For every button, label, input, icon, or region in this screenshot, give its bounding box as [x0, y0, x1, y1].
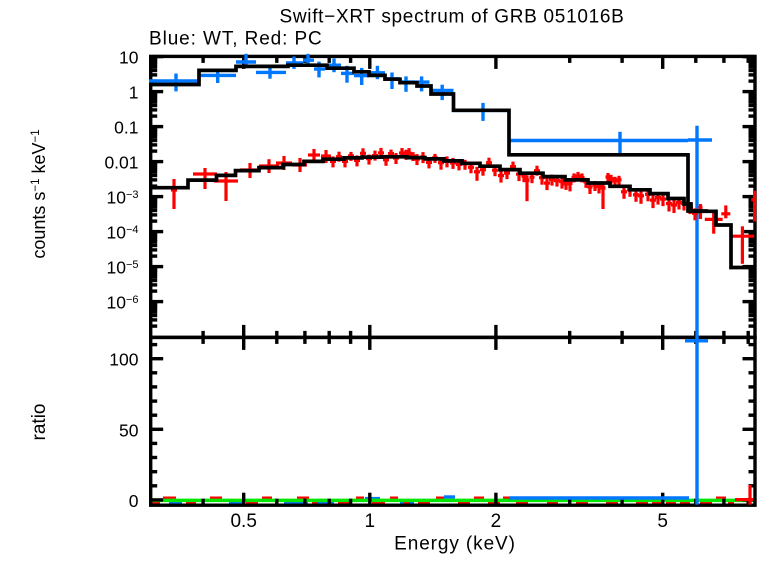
svg-text:2: 2: [491, 511, 502, 532]
svg-text:counts s−1 keV−1: counts s−1 keV−1: [29, 129, 49, 258]
svg-text:Blue: WT, Red: PC: Blue: WT, Red: PC: [149, 28, 323, 49]
svg-text:0: 0: [129, 491, 139, 511]
svg-text:100: 100: [109, 350, 138, 370]
svg-text:5: 5: [657, 511, 668, 532]
svg-text:1: 1: [365, 511, 376, 532]
svg-text:Energy (keV): Energy (keV): [394, 534, 516, 555]
svg-text:0.1: 0.1: [114, 118, 138, 138]
svg-text:50: 50: [119, 420, 139, 440]
svg-text:0.5: 0.5: [230, 511, 256, 532]
svg-text:ratio: ratio: [29, 404, 50, 441]
svg-text:Swift−XRT spectrum of GRB 0510: Swift−XRT spectrum of GRB 051016B: [279, 7, 624, 28]
svg-text:1: 1: [129, 83, 139, 103]
svg-text:0.01: 0.01: [104, 153, 138, 173]
svg-text:10: 10: [119, 48, 139, 68]
